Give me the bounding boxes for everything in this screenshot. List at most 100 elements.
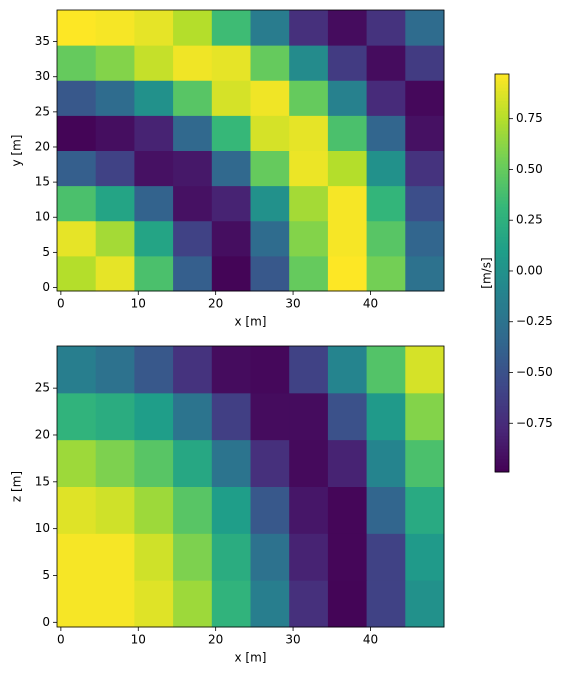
- colorbar-step: [495, 256, 509, 261]
- heatmap-cell: [366, 486, 406, 534]
- heatmap-cell: [250, 580, 290, 628]
- colorbar-step: [495, 292, 509, 297]
- y-tick-label: 5: [42, 568, 50, 582]
- heatmap-cell: [211, 220, 251, 257]
- colorbar-step: [495, 448, 509, 453]
- heatmap-cell: [250, 346, 290, 394]
- y-tick-label: 0: [42, 280, 50, 294]
- heatmap-cell: [327, 439, 368, 487]
- colorbar-step: [495, 289, 509, 294]
- colorbar-step: [495, 150, 509, 155]
- colorbar-step: [495, 223, 509, 228]
- colorbar-step: [495, 206, 509, 211]
- colorbar-step: [495, 282, 509, 287]
- heatmap-cell: [250, 80, 290, 116]
- colorbar-step: [495, 143, 509, 148]
- heatmap-cell: [327, 150, 368, 187]
- y-axis-label: z [m]: [10, 471, 24, 502]
- x-tick-label: 10: [131, 633, 146, 647]
- heatmap-cell: [95, 10, 135, 46]
- heatmap-cell: [173, 10, 213, 46]
- colorbar-step: [495, 176, 509, 181]
- heatmap-cell: [134, 486, 174, 534]
- heatmap-cell: [173, 185, 213, 222]
- colorbar-step: [495, 379, 509, 383]
- colorbar-step: [495, 233, 509, 238]
- heatmap-cell: [250, 392, 290, 441]
- colorbar-step: [495, 402, 509, 407]
- heatmap-cell: [134, 10, 174, 46]
- colorbar-step: [495, 107, 509, 111]
- y-axis-label: y [m]: [10, 135, 24, 167]
- heatmap-cell: [366, 392, 406, 441]
- colorbar-step: [495, 146, 509, 151]
- colorbar-step: [495, 166, 509, 171]
- colorbar-tick-label: −0.75: [516, 416, 553, 430]
- heatmap-cell: [95, 185, 135, 222]
- colorbar-step: [495, 113, 509, 118]
- colorbar-step: [495, 279, 509, 284]
- y-tick-label: 35: [35, 34, 50, 48]
- heatmap-cell: [173, 580, 213, 628]
- heatmap-cell: [173, 80, 213, 116]
- colorbar-step: [495, 342, 509, 347]
- heatmap-cell: [250, 533, 290, 581]
- heatmap-cell: [134, 45, 174, 81]
- colorbar-step: [495, 352, 509, 357]
- colorbar-step: [495, 329, 509, 334]
- colorbar-step: [495, 415, 509, 420]
- colorbar-step: [495, 312, 509, 317]
- heatmap-cell: [95, 533, 135, 581]
- heatmap-cell: [211, 580, 251, 628]
- heatmap-cell: [289, 392, 329, 441]
- colorbar-step: [495, 123, 509, 128]
- colorbar-step: [495, 296, 509, 301]
- colorbar-step: [495, 316, 509, 320]
- heatmap-cell: [57, 115, 97, 151]
- colorbar-step: [495, 100, 509, 105]
- heatmap-cell: [327, 115, 368, 151]
- y-tick-label: 15: [35, 474, 50, 488]
- heatmap-cell: [250, 439, 290, 487]
- heatmap-cell: [211, 346, 251, 394]
- heatmap-cell: [95, 255, 135, 292]
- heatmap-cell: [366, 346, 406, 394]
- axes-frame: [56, 9, 445, 292]
- colorbar-step: [495, 458, 509, 463]
- x-axis-label: x [m]: [235, 651, 267, 665]
- heatmap-cell: [289, 346, 329, 394]
- colorbar-step: [495, 339, 509, 344]
- heatmap-cell: [289, 10, 329, 46]
- heatmap-cell: [211, 185, 251, 222]
- colorbar-step: [495, 345, 509, 350]
- colorbar-step: [495, 173, 509, 178]
- heatmap-cell: [211, 10, 251, 46]
- heatmap-cell: [366, 220, 406, 257]
- heatmap-cell: [405, 580, 445, 628]
- colorbar-step: [495, 362, 509, 367]
- heatmap-cell: [211, 45, 251, 81]
- heatmap-cell: [289, 580, 329, 628]
- heatmap-cell: [57, 486, 97, 534]
- heatmap-cell: [134, 185, 174, 222]
- heatmap-cell: [405, 45, 445, 81]
- colorbar-step: [495, 186, 509, 191]
- colorbar-step: [495, 273, 509, 277]
- heatmap-cell: [134, 533, 174, 581]
- heatmap-cell: [173, 255, 213, 292]
- heatmap-cell: [289, 185, 329, 222]
- heatmap-cell: [289, 255, 329, 292]
- colorbar-step: [495, 253, 509, 257]
- heatmap-cell: [57, 10, 97, 46]
- colorbar-step: [495, 180, 509, 184]
- heatmap-cell: [405, 439, 445, 487]
- colorbar-gradient: [495, 74, 509, 473]
- colorbar-tick-label: 0.50: [516, 162, 543, 176]
- heatmap-cell: [405, 346, 445, 394]
- y-tick-label: 10: [35, 521, 50, 535]
- heatmap-cell: [211, 115, 251, 151]
- x-tick-label: 30: [285, 297, 300, 311]
- x-tick-label: 40: [363, 297, 378, 311]
- heatmap-cell: [327, 533, 368, 581]
- colorbar-step: [495, 355, 509, 360]
